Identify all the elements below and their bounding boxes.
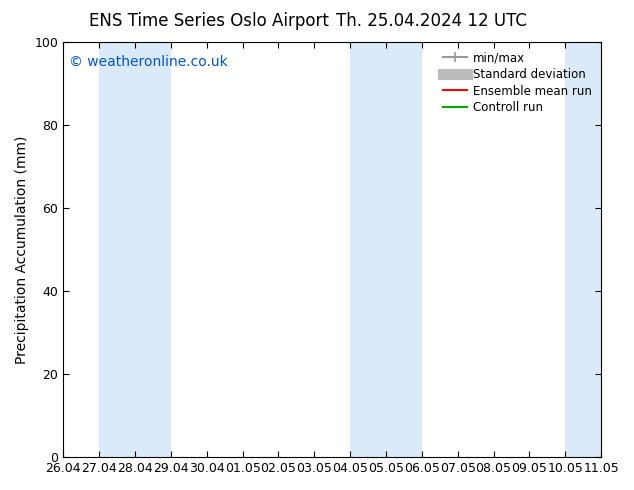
Legend: min/max, Standard deviation, Ensemble mean run, Controll run: min/max, Standard deviation, Ensemble me…: [440, 48, 595, 118]
Bar: [566, 42, 601, 457]
Y-axis label: Precipitation Accumulation (mm): Precipitation Accumulation (mm): [15, 135, 29, 364]
Text: © weatheronline.co.uk: © weatheronline.co.uk: [68, 54, 228, 69]
Text: Th. 25.04.2024 12 UTC: Th. 25.04.2024 12 UTC: [335, 12, 527, 30]
Text: ENS Time Series Oslo Airport: ENS Time Series Oslo Airport: [89, 12, 329, 30]
Bar: [350, 42, 422, 457]
Bar: [99, 42, 171, 457]
